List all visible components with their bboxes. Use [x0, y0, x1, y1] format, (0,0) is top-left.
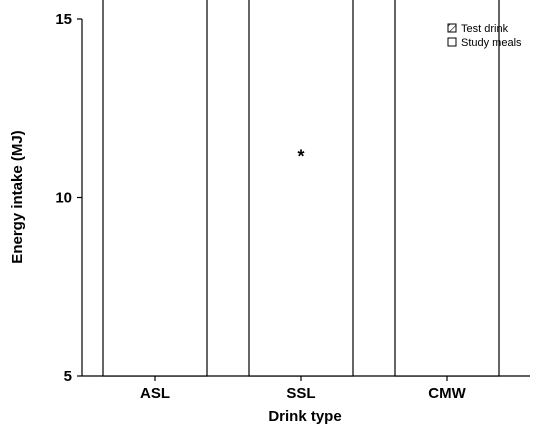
x-tick-label-cmw: CMW [428, 385, 466, 402]
legend-label-study-meals: Study meals [461, 37, 522, 49]
x-tick-label-asl: ASL [140, 385, 170, 402]
legend-swatch-study-meals [447, 37, 457, 47]
y-tick-label: 5 [64, 368, 72, 385]
bar-ssl-study-meals [248, 0, 354, 377]
y-axis-title: Energy intake (MJ) [9, 130, 26, 263]
legend-label-test-drink: Test drink [461, 23, 509, 35]
bar-cmw-study-meals [394, 0, 500, 377]
bar-asl-study-meals [102, 0, 208, 377]
chart-bars [102, 0, 500, 377]
y-tick-label: 10 [55, 190, 72, 207]
y-tick-label: 15 [55, 11, 72, 28]
x-tick-label-ssl: SSL [286, 385, 315, 402]
significance-annotation: * [297, 146, 304, 166]
chart-annotations: * [297, 146, 304, 166]
x-axis-title: Drink type [268, 408, 341, 425]
legend: Test drink Study meals [447, 23, 522, 49]
legend-swatch-test-drink [447, 23, 457, 33]
